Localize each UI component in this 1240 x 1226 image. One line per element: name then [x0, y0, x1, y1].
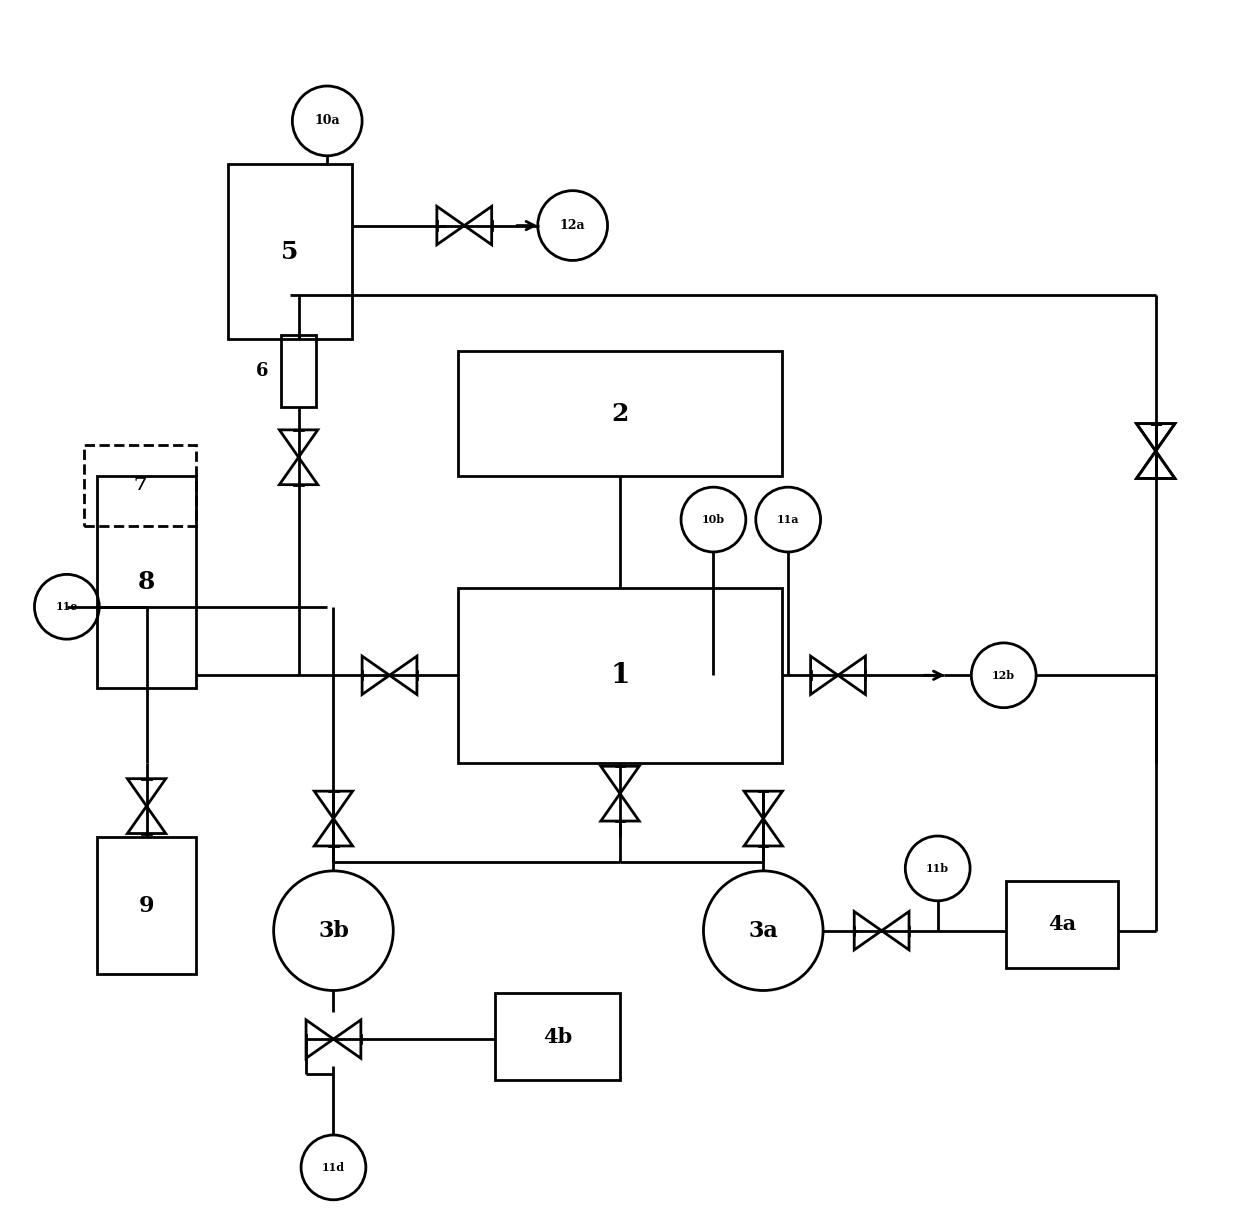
Text: 8: 8 — [138, 570, 155, 593]
Text: 1: 1 — [610, 662, 630, 689]
Bar — [97, 837, 196, 975]
Text: 4a: 4a — [1048, 915, 1076, 934]
Bar — [458, 588, 782, 763]
Bar — [228, 164, 352, 338]
Text: 10a: 10a — [315, 114, 340, 128]
Bar — [458, 352, 782, 476]
Text: 12b: 12b — [992, 669, 1016, 680]
Bar — [97, 476, 196, 688]
Bar — [84, 445, 196, 526]
Text: 11e: 11e — [56, 601, 78, 612]
Text: 5: 5 — [281, 240, 299, 264]
Text: 6: 6 — [257, 363, 269, 380]
Text: 11a: 11a — [777, 514, 800, 525]
Bar — [496, 993, 620, 1080]
Text: 2: 2 — [611, 402, 629, 425]
Text: 11b: 11b — [926, 863, 950, 874]
Text: 7: 7 — [134, 477, 148, 494]
Text: 9: 9 — [139, 895, 154, 917]
Text: 4b: 4b — [543, 1026, 573, 1047]
Text: 3a: 3a — [749, 920, 779, 942]
Text: 11d: 11d — [322, 1162, 345, 1173]
Text: 10b: 10b — [702, 514, 725, 525]
Bar — [1006, 880, 1118, 969]
Text: 3b: 3b — [317, 920, 348, 942]
Bar — [281, 335, 316, 407]
Text: 12a: 12a — [559, 219, 585, 232]
